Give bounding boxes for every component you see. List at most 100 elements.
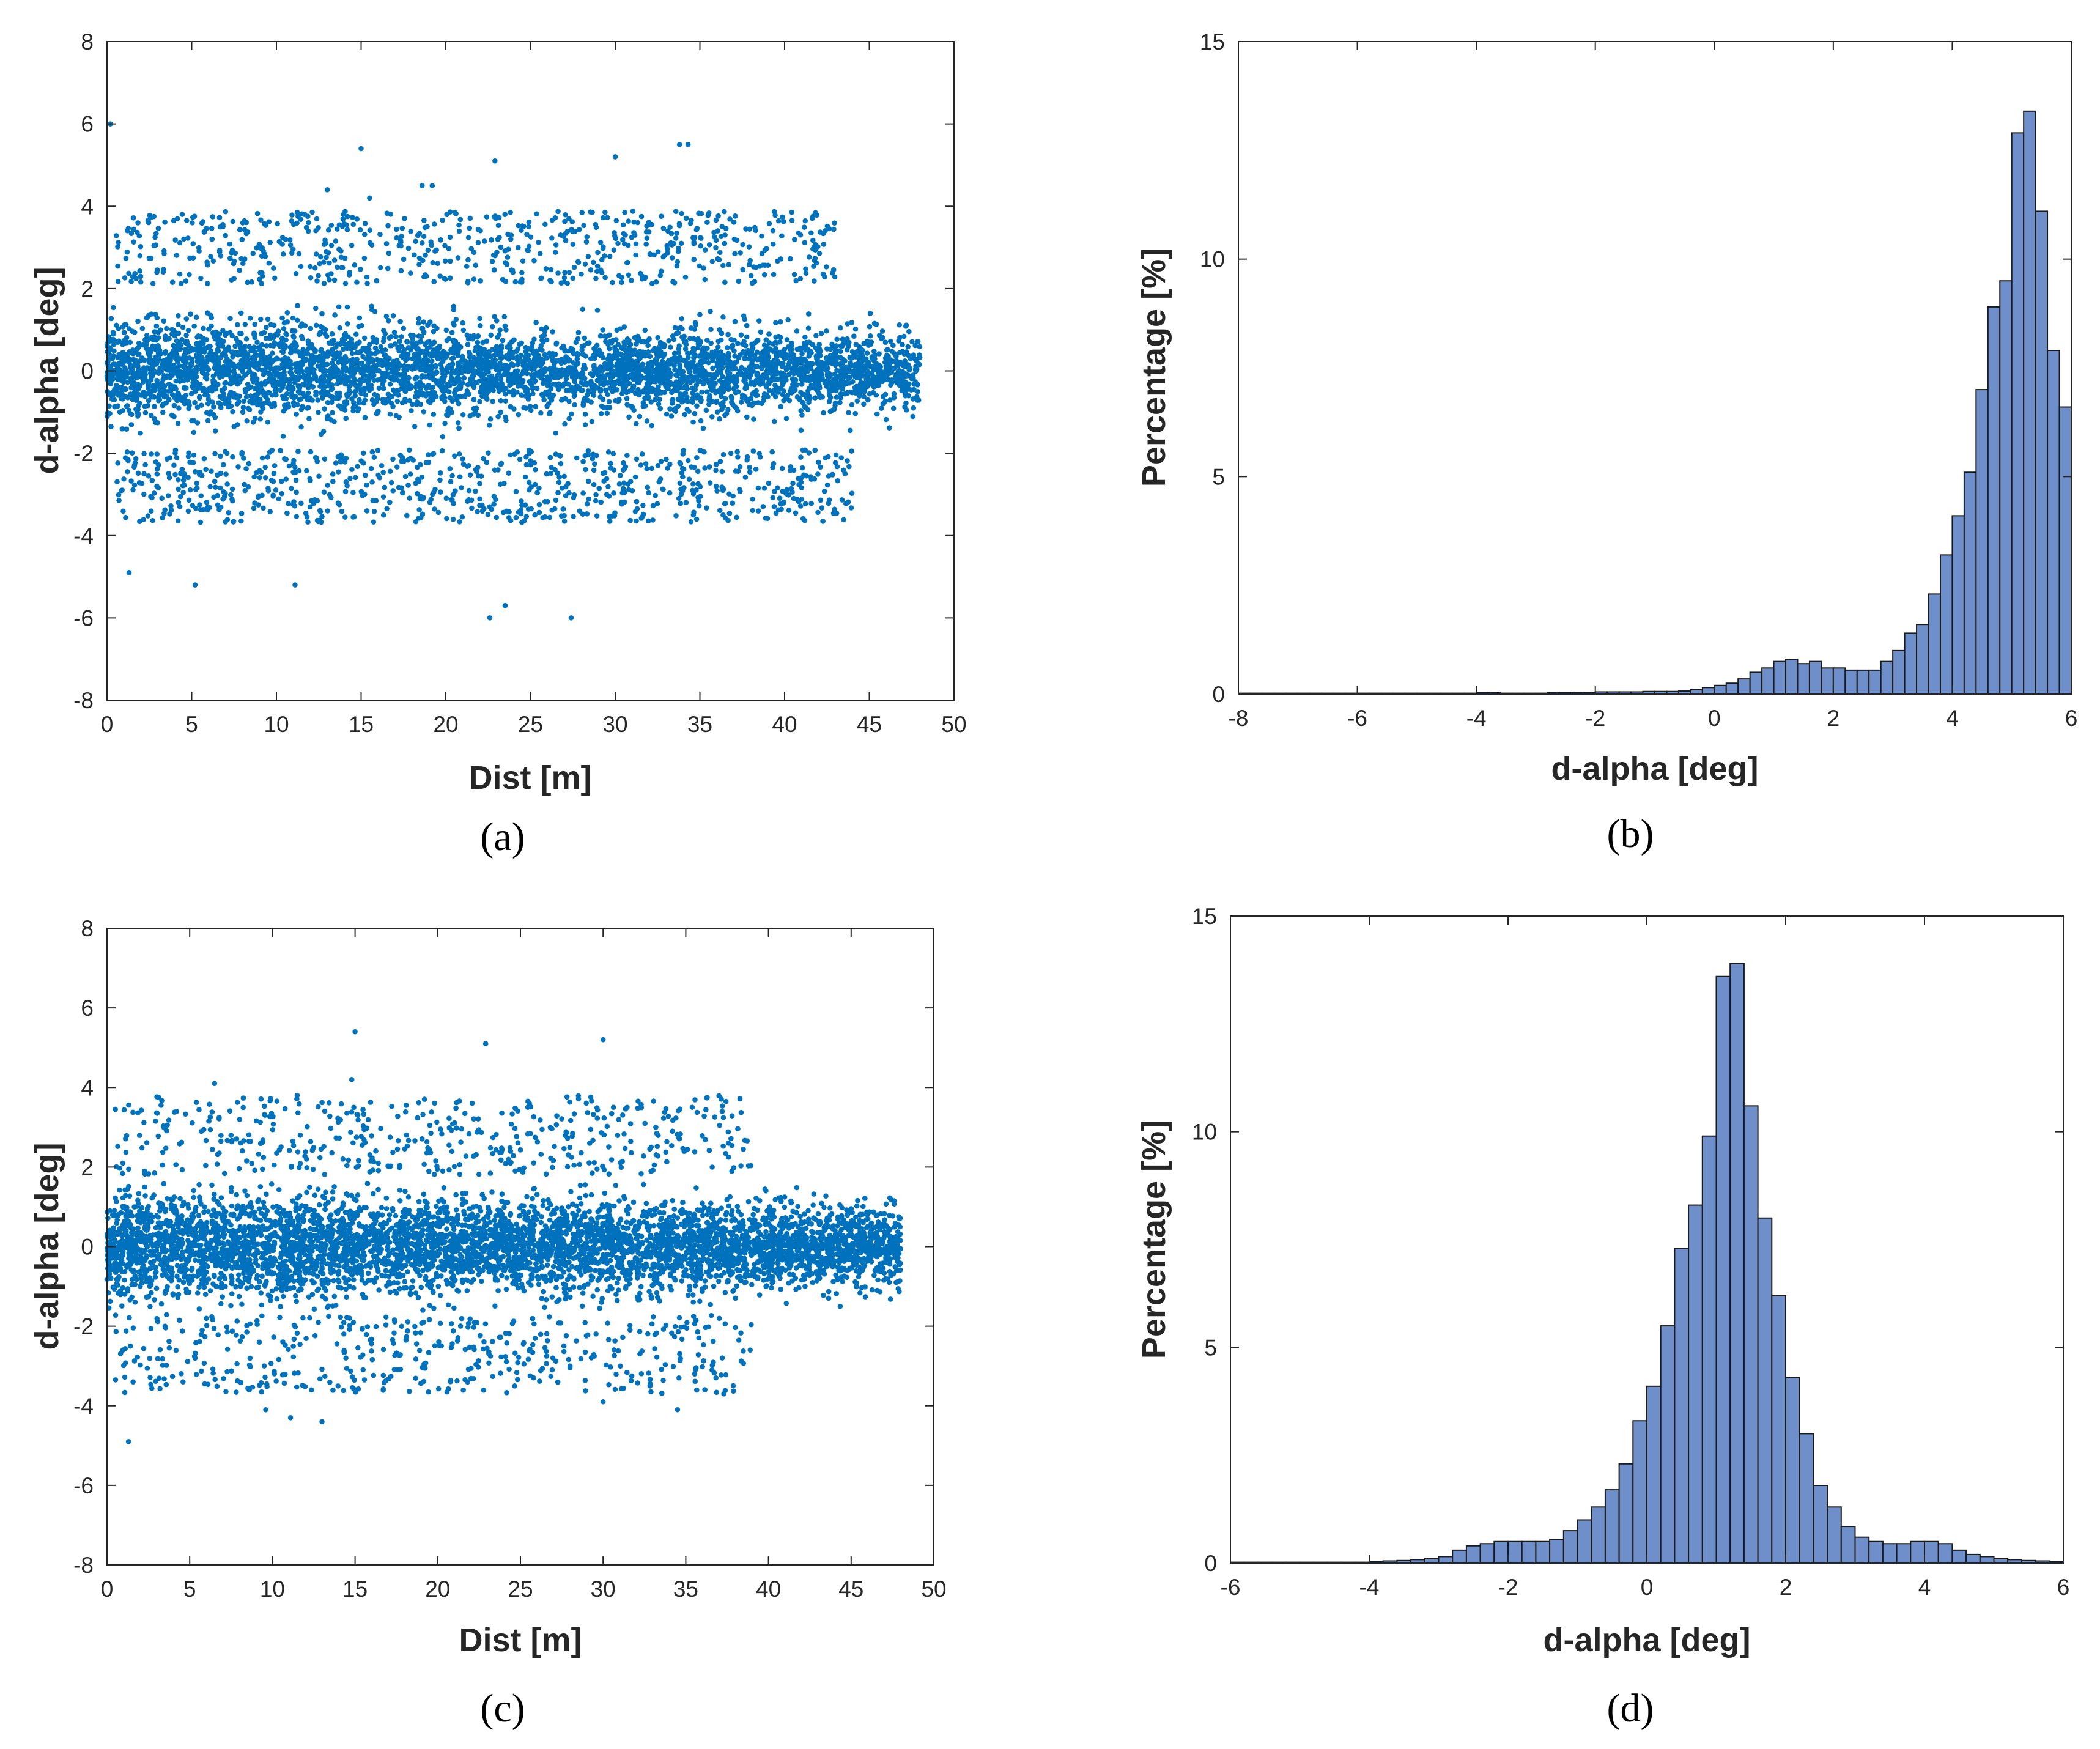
scatter-point: [307, 395, 313, 401]
scatter-point: [475, 339, 481, 346]
scatter-point: [872, 352, 878, 358]
scatter-point: [657, 405, 664, 412]
scatter-point: [725, 407, 731, 413]
scatter-point: [360, 386, 366, 392]
scatter-point: [756, 318, 762, 324]
scatter-point: [849, 390, 854, 395]
scatter-point: [245, 405, 251, 412]
scatter-point: [635, 363, 640, 368]
scatter-point: [240, 404, 246, 410]
scatter-point: [349, 242, 355, 248]
scatter-point: [517, 279, 523, 285]
scatter-point: [789, 358, 796, 364]
scatter-point: [478, 388, 484, 394]
scatter-point: [263, 335, 269, 341]
scatter-point: [342, 332, 347, 338]
scatter-point: [238, 256, 244, 262]
scatter-point: [567, 371, 573, 376]
scatter-point: [573, 339, 579, 346]
scatter-point: [767, 367, 774, 373]
scatter-point: [570, 275, 576, 281]
scatter-point: [766, 340, 772, 346]
scatter-point: [694, 403, 700, 409]
scatter-point: [420, 372, 426, 379]
scatter-point: [378, 344, 384, 350]
scatter-point: [363, 392, 369, 398]
scatter-point: [443, 327, 449, 333]
scatter-point: [164, 325, 169, 331]
scatter-point: [771, 272, 777, 278]
scatter-point: [547, 382, 553, 388]
scatter-point: [461, 375, 467, 381]
scatter-point: [822, 380, 828, 386]
scatter-point: [867, 311, 873, 316]
scatter-point: [562, 270, 568, 275]
scatter-point: [449, 398, 456, 403]
scatter-point: [336, 304, 342, 310]
scatter-point: [691, 376, 697, 382]
scatter-point: [157, 368, 162, 374]
scatter-point: [633, 241, 639, 247]
scatter-point: [277, 387, 283, 393]
scatter-point: [183, 332, 189, 338]
scatter-point: [338, 374, 344, 380]
scatter-point: [194, 347, 199, 353]
scatter-point: [850, 354, 856, 360]
scatter-point: [307, 264, 313, 270]
scatter-point: [773, 320, 778, 326]
scatter-point: [635, 220, 641, 226]
scatter-point: [230, 218, 236, 224]
scatter-point: [741, 313, 747, 319]
scatter-point: [176, 322, 181, 328]
scatter-point: [318, 324, 324, 330]
scatter-point: [133, 350, 139, 355]
scatter-point: [653, 357, 659, 363]
scatter-point: [616, 373, 623, 379]
scatter-point: [821, 242, 827, 247]
scatter-point: [267, 332, 273, 338]
scatter-point: [439, 396, 445, 401]
scatter-point: [890, 405, 897, 412]
scatter-point: [176, 363, 182, 369]
scatter-point: [851, 333, 857, 339]
scatter-point: [675, 325, 681, 331]
scatter-point: [605, 361, 611, 367]
scatter-point: [442, 350, 448, 356]
scatter-point: [153, 312, 158, 317]
scatter-point: [281, 408, 287, 414]
scatter-point: [451, 322, 457, 328]
scatter-point: [179, 212, 185, 217]
scatter-point: [421, 330, 427, 335]
scatter-point: [675, 259, 681, 265]
scatter-point: [242, 344, 247, 350]
scatter-point: [269, 392, 275, 398]
scatter-point: [505, 231, 511, 237]
scatter-point: [802, 240, 808, 245]
scatter-point: [588, 371, 594, 377]
scatter-point: [582, 422, 588, 427]
scatter-point: [655, 335, 660, 341]
scatter-point: [581, 223, 586, 229]
scatter-point: [580, 306, 586, 312]
scatter-point: [692, 410, 698, 416]
scatter-point: [171, 402, 177, 409]
scatter-point: [758, 329, 764, 335]
scatter-point: [585, 398, 591, 404]
scatter-point: [123, 256, 129, 261]
scatter-point: [175, 421, 181, 426]
scatter-point: [901, 351, 908, 357]
scatter-point: [767, 388, 772, 393]
scatter-point: [385, 265, 391, 272]
scatter-point: [427, 344, 433, 350]
scatter-point: [726, 262, 731, 268]
scatter-point: [471, 405, 477, 412]
scatter-point: [780, 360, 786, 366]
scatter-point: [131, 239, 136, 245]
scatter-point: [491, 214, 497, 220]
scatter-point: [382, 331, 388, 337]
scatter-point: [772, 377, 778, 383]
scatter-point: [284, 404, 290, 409]
scatter-point: [608, 338, 613, 344]
scatter-point: [490, 388, 496, 393]
